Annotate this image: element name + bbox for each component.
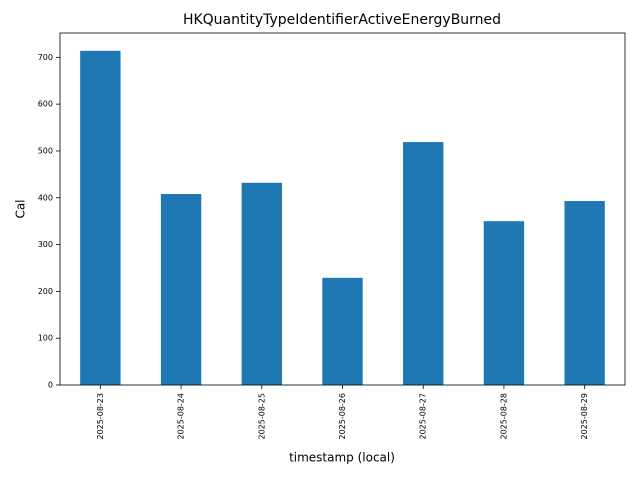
y-tick-label: 200 xyxy=(38,287,53,296)
x-tick-label: 2025-08-28 xyxy=(499,393,508,440)
x-tick-label: 2025-08-29 xyxy=(580,393,589,440)
bar xyxy=(403,142,444,385)
x-axis-label: timestamp (local) xyxy=(289,451,395,465)
bar xyxy=(322,277,363,385)
x-tick-label: 2025-08-23 xyxy=(96,393,105,440)
bar xyxy=(564,201,605,385)
bar xyxy=(160,194,202,385)
y-tick-label: 700 xyxy=(38,53,53,62)
chart-title: HKQuantityTypeIdentifierActiveEnergyBurn… xyxy=(183,12,501,28)
bar xyxy=(241,182,282,385)
x-tick-label: 2025-08-24 xyxy=(177,393,186,440)
bar xyxy=(483,221,525,385)
x-tick-label: 2025-08-25 xyxy=(257,393,266,440)
y-tick-label: 100 xyxy=(38,334,53,343)
y-tick-label: 600 xyxy=(38,100,53,109)
plot-frame xyxy=(59,32,626,386)
y-tick-label: 400 xyxy=(38,193,53,202)
x-tick-label: 2025-08-26 xyxy=(338,393,347,440)
x-tick-label: 2025-08-27 xyxy=(419,393,428,440)
y-axis-label: Cal xyxy=(14,199,28,218)
bar xyxy=(80,50,121,386)
y-tick-label: 500 xyxy=(38,146,53,155)
y-tick-label: 0 xyxy=(48,381,53,390)
y-tick-label: 300 xyxy=(38,240,53,249)
